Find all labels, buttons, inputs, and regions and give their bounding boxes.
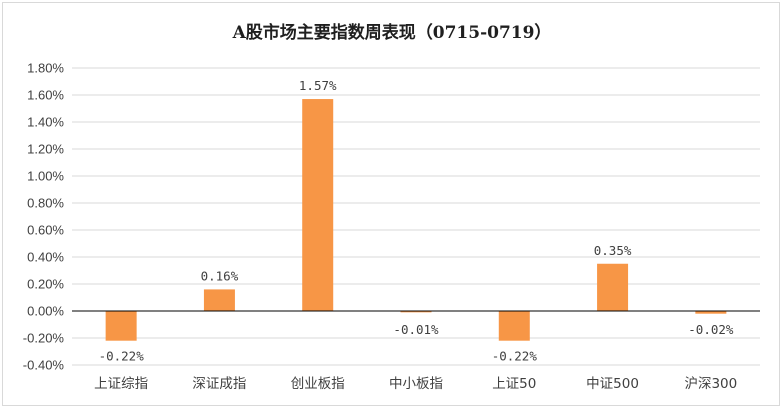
x-tick-label: 深证成指	[192, 376, 246, 392]
x-axis-ticks: 上证综指 深证成指 创业板指 中小板指 上证50 中证500 沪深300	[94, 376, 737, 392]
x-tick-label: 上证综指	[94, 376, 148, 392]
x-tick-label: 上证50	[492, 376, 536, 392]
x-tick-label: 中小板指	[389, 376, 443, 392]
y-tick-label: 0.40%	[27, 250, 64, 265]
y-tick-label: -0.20%	[23, 331, 65, 346]
y-tick-label: 1.40%	[27, 115, 64, 130]
data-label: 1.57%	[299, 78, 337, 93]
x-tick-label: 中证500	[586, 376, 639, 392]
bar	[203, 289, 235, 311]
y-tick-label: 1.00%	[27, 169, 64, 184]
bar	[400, 311, 432, 313]
y-tick-label: 0.00%	[27, 304, 64, 319]
data-labels: -0.22% 0.16% 1.57% -0.01% -0.22% 0.35% -0.02%	[99, 78, 734, 364]
data-label: -0.01%	[393, 322, 439, 337]
x-tick-label: 沪深300	[684, 376, 737, 392]
bar	[597, 263, 629, 311]
y-tick-label: -0.40%	[23, 358, 65, 373]
bar	[695, 311, 727, 314]
y-tick-label: 0.60%	[27, 223, 64, 238]
x-tick-label: 创业板指	[291, 376, 345, 392]
chart-title: A股市场主要指数周表现（0715-0719）	[232, 22, 552, 43]
data-label: -0.22%	[492, 349, 538, 364]
y-tick-label: 1.60%	[27, 88, 64, 103]
bar	[498, 311, 530, 341]
gridlines	[72, 67, 760, 366]
data-label: -0.02%	[688, 322, 734, 337]
data-label: -0.22%	[99, 349, 145, 364]
y-axis-ticks: 1.80% 1.60% 1.40% 1.20% 1.00% 0.80% 0.60% 0.40%…	[23, 61, 65, 373]
y-tick-label: 1.80%	[27, 61, 64, 76]
data-label: 0.16%	[201, 268, 239, 283]
bar	[105, 311, 137, 341]
y-tick-label: 0.20%	[27, 277, 64, 292]
data-label: 0.35%	[594, 243, 632, 258]
bar	[302, 99, 334, 311]
bars	[105, 99, 727, 341]
y-tick-label: 1.20%	[27, 142, 64, 157]
y-tick-label: 0.80%	[27, 196, 64, 211]
